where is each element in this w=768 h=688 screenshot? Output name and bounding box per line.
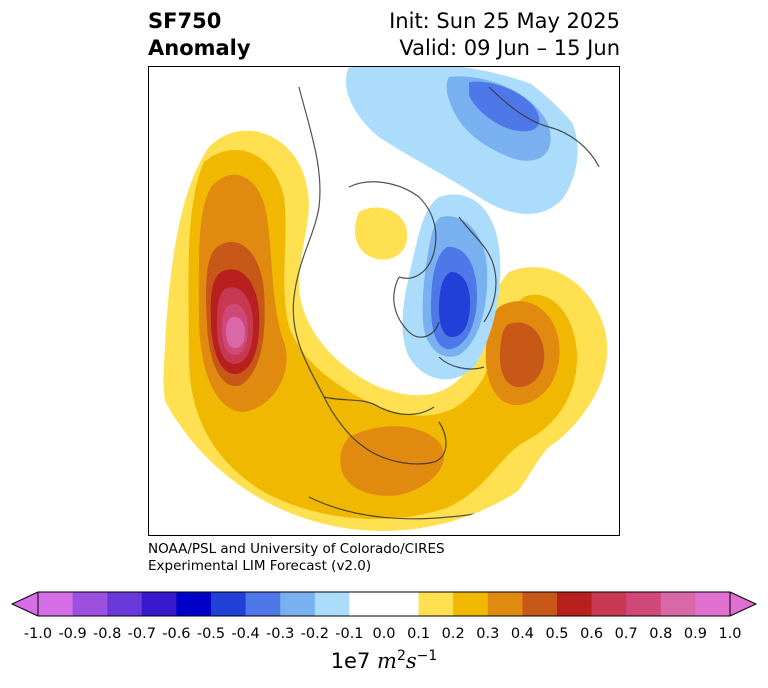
colorbar-tick-label: 0.5 [545, 626, 569, 642]
colorbar-tick-label: 0.9 [683, 626, 707, 642]
colorbar-tick-label: -1.0 [23, 626, 53, 642]
colorbar-tick-label: 0.3 [476, 626, 500, 642]
anomaly-contour-pos-0.8 [226, 316, 245, 348]
credit: NOAA/PSL and University of Colorado/CIRE… [148, 541, 445, 575]
colorbar-tick-label: 0.0 [372, 626, 396, 642]
colorbar-tick-label: 0.8 [649, 626, 673, 642]
colorbar-tick-label: 0.1 [407, 626, 431, 642]
colorbar-tick-label: -0.8 [93, 626, 122, 642]
colorbar-extend-min [12, 592, 38, 616]
colorbar-tick-label: 0.6 [580, 626, 604, 642]
colorbar-segment [695, 592, 731, 616]
colorbar-segment [107, 592, 143, 616]
colorbar-segment [211, 592, 247, 616]
colorbar-segment [349, 592, 385, 616]
colorbar-extend-max [730, 592, 756, 616]
colorbar-segment [141, 592, 177, 616]
colorbar-outline-max [729, 591, 758, 617]
title-left: SF750 Anomaly [148, 8, 251, 62]
variable-type: Anomaly [148, 36, 251, 60]
units-m: m [377, 649, 397, 673]
colorbar-segment [591, 592, 627, 616]
colorbar-tick-label: 0.2 [441, 626, 465, 642]
colorbar-segments [38, 592, 731, 616]
colorbar-segment [280, 592, 316, 616]
colorbar-segment [38, 592, 74, 616]
colorbar-tick-label: -0.4 [231, 626, 260, 642]
colorbar-segment [314, 592, 350, 616]
anomaly-arctic-pos-0.1 [355, 207, 408, 260]
colorbar-tick-label: -0.5 [196, 626, 226, 642]
colorbar-segment [522, 592, 558, 616]
colorbar-outline [37, 591, 731, 617]
colorbar-tick-label: 0.7 [614, 626, 638, 642]
colorbar-tick-label: 1.0 [718, 626, 742, 642]
colorbar-units: 1e7 m2s−1 [0, 648, 768, 673]
colorbar-outline-min [10, 591, 39, 617]
colorbar-segment [453, 592, 489, 616]
valid-range: Valid: 09 Jun – 15 Jun [399, 36, 620, 60]
anomaly-atl-pos-0.4 [499, 322, 545, 387]
anomaly-neg-atl-0.4 [439, 272, 471, 337]
anomaly-us-pos-0.3 [340, 426, 445, 496]
colorbar-segment [418, 592, 454, 616]
colorbar-tick-label: -0.2 [300, 626, 329, 642]
colorbar-segment [626, 592, 662, 616]
credit-line-2: Experimental LIM Forecast (v2.0) [148, 558, 372, 574]
colorbar-tick-label: -0.1 [335, 626, 364, 642]
colorbar-tick-label: -0.3 [266, 626, 295, 642]
units-s: s [405, 649, 417, 673]
colorbar [10, 591, 758, 617]
colorbar-tick-label: 0.4 [510, 626, 534, 642]
colorbar-segment [176, 592, 212, 616]
colorbar-tick-label: -0.7 [127, 626, 156, 642]
units-m-exp: 2 [396, 648, 406, 664]
colorbar-segment [557, 592, 593, 616]
anomaly-map [163, 67, 608, 531]
anomaly-neg-siberia-0.3 [469, 81, 540, 132]
colorbar-tick-label: -0.9 [58, 626, 87, 642]
variable-name: SF750 [148, 9, 222, 33]
title-right: Init: Sun 25 May 2025 Valid: 09 Jun – 15… [300, 8, 620, 62]
anomaly-contour-pos-0.2 [188, 149, 578, 519]
map-panel [148, 66, 620, 536]
colorbar-segment [245, 592, 281, 616]
colorbar-tick-label: -0.6 [162, 626, 191, 642]
colorbar-segment [72, 592, 108, 616]
init-date: Init: Sun 25 May 2025 [389, 9, 620, 33]
colorbar-segment [384, 592, 420, 616]
colorbar-segment [487, 592, 523, 616]
credit-line-1: NOAA/PSL and University of Colorado/CIRE… [148, 541, 445, 557]
units-s-exp: −1 [416, 648, 438, 664]
units-base: 1e7 [330, 649, 371, 673]
colorbar-segment [660, 592, 696, 616]
